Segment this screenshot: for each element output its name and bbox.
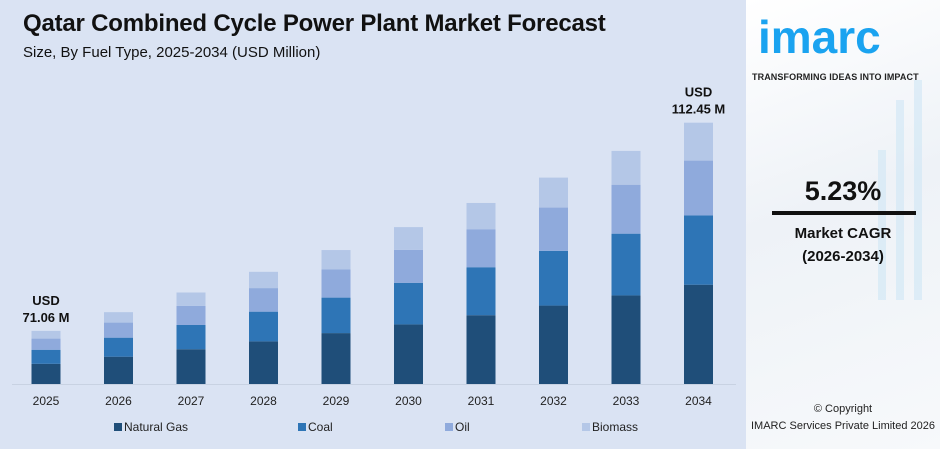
- legend-item-biomass: Biomass: [582, 420, 638, 434]
- x-tick-label: 2031: [468, 394, 495, 408]
- stacked-bar-chart: 2025 USD 71.06 M 2026 2027 2028 2029 2030 2031 20…: [12, 85, 736, 434]
- bar-natural-gas-2031: [466, 315, 496, 384]
- legend-swatch: [582, 423, 590, 431]
- bar-natural-gas-2034: [684, 284, 713, 384]
- bar-oil-2030: [394, 249, 423, 283]
- x-tick-label: 2030: [395, 394, 422, 408]
- legend-label: Oil: [455, 420, 470, 434]
- x-tick-label: 2026: [105, 394, 132, 408]
- x-tick-label: 2028: [250, 394, 277, 408]
- bar-stack-2030: [394, 227, 423, 384]
- bar-oil-2026: [104, 322, 133, 338]
- bar-stack-2026: [104, 312, 133, 384]
- cagr-period: (2026-2034): [802, 248, 884, 265]
- bar-coal-2028: [249, 311, 278, 342]
- bar-natural-gas-2029: [321, 333, 351, 384]
- bar-biomass-2026: [104, 312, 133, 323]
- bar-oil-2033: [611, 184, 641, 234]
- copyright-line: © Copyright: [813, 403, 873, 415]
- bar-natural-gas-2030: [394, 324, 423, 384]
- bar-coal-2029: [321, 297, 351, 334]
- bar-natural-gas-2027: [176, 349, 206, 384]
- legend-item-coal: Coal: [298, 420, 333, 434]
- legend-swatch: [445, 423, 453, 431]
- bar-oil-2031: [466, 229, 496, 268]
- legend-label: Natural Gas: [124, 420, 188, 434]
- bar-stack-2028: [249, 271, 278, 384]
- legend-swatch: [298, 423, 306, 431]
- brand-tagline: TRANSFORMING IDEAS INTO IMPACT: [752, 72, 919, 82]
- chart-title: Qatar Combined Cycle Power Plant Market …: [23, 10, 606, 37]
- cagr-divider: [772, 211, 916, 215]
- bar-biomass-2033: [611, 150, 641, 185]
- bar-stack-2032: [539, 177, 568, 384]
- bar-oil-2027: [176, 305, 206, 325]
- x-tick-label: 2032: [540, 394, 567, 408]
- cagr-value: 5.23%: [804, 176, 882, 206]
- bar-biomass-2034: [684, 122, 713, 161]
- bar-oil-2028: [249, 288, 278, 312]
- legend-item-natural-gas: Natural Gas: [114, 420, 188, 434]
- total-label-currency: USD: [32, 293, 59, 308]
- bar-natural-gas-2028: [249, 341, 278, 384]
- bar-coal-2025: [31, 349, 61, 364]
- bar-coal-2026: [104, 337, 133, 357]
- bar-coal-2033: [611, 233, 641, 296]
- bar-biomass-2032: [539, 177, 568, 208]
- x-tick-label: 2033: [613, 394, 640, 408]
- imarc-logo: imarc: [758, 11, 881, 63]
- total-label-value: 112.45 M: [672, 102, 726, 117]
- bar-biomass-2031: [466, 202, 496, 230]
- bar-coal-2027: [176, 324, 206, 350]
- bar-stack-2034: [684, 122, 713, 384]
- bar-natural-gas-2026: [104, 356, 133, 384]
- bar-oil-2034: [684, 160, 713, 216]
- bar-natural-gas-2032: [539, 305, 568, 384]
- bar-biomass-2025: [31, 330, 61, 339]
- copyright-owner: IMARC Services Private Limited 2026: [750, 420, 935, 432]
- bar-oil-2029: [321, 269, 351, 298]
- bar-biomass-2028: [249, 271, 278, 289]
- bar-oil-2032: [539, 207, 568, 251]
- bar-biomass-2030: [394, 227, 423, 250]
- total-label-currency: USD: [685, 85, 712, 100]
- bar-natural-gas-2033: [611, 295, 641, 384]
- bar-stack-2027: [176, 292, 206, 384]
- side-panel: imarc TRANSFORMING IDEAS INTO IMPACT 5.2…: [746, 0, 940, 449]
- bar-coal-2031: [466, 267, 496, 316]
- bar-coal-2034: [684, 215, 713, 285]
- bar-biomass-2029: [321, 250, 351, 270]
- bar-stack-2031: [466, 202, 496, 384]
- x-tick-label: 2029: [323, 394, 350, 408]
- bar-oil-2025: [31, 338, 61, 350]
- x-tick-label: 2034: [685, 394, 712, 408]
- cagr-label: Market CAGR: [794, 225, 892, 242]
- bar-natural-gas-2025: [31, 363, 61, 384]
- bar-stack-2029: [321, 250, 351, 384]
- x-tick-label: 2027: [178, 394, 205, 408]
- legend-swatch: [114, 423, 122, 431]
- legend-label: Biomass: [592, 420, 638, 434]
- bar-biomass-2027: [176, 292, 206, 306]
- bar-stack-2033: [611, 150, 641, 384]
- bar-coal-2032: [539, 250, 568, 306]
- bar-stack-2025: [31, 330, 61, 384]
- legend-item-oil: Oil: [445, 420, 470, 434]
- bar-coal-2030: [394, 282, 423, 325]
- total-label-value: 71.06 M: [23, 310, 70, 325]
- chart-subtitle: Size, By Fuel Type, 2025-2034 (USD Milli…: [23, 44, 321, 61]
- x-tick-label: 2025: [33, 394, 60, 408]
- legend-label: Coal: [308, 420, 333, 434]
